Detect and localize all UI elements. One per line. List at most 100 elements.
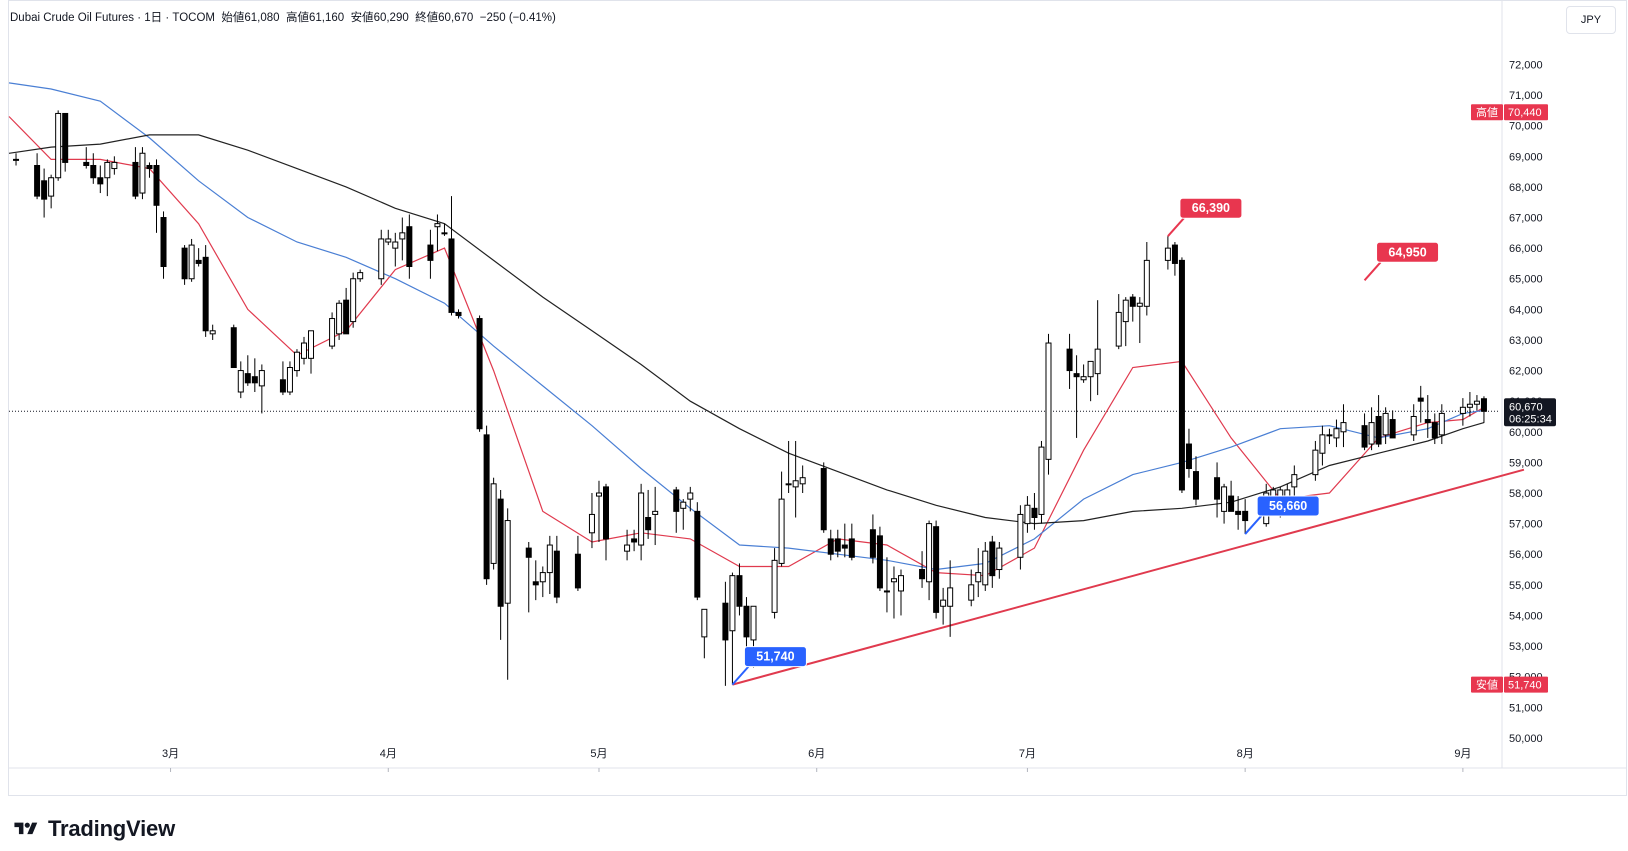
- candle-down[interactable]: [1129, 296, 1136, 307]
- candle-up[interactable]: [947, 587, 954, 607]
- candle-down[interactable]: [202, 256, 209, 332]
- candle-up[interactable]: [996, 547, 1003, 571]
- candle-up[interactable]: [111, 161, 118, 170]
- candle-up[interactable]: [48, 177, 55, 197]
- candle-up[interactable]: [652, 510, 659, 515]
- interval[interactable]: 1日: [144, 12, 163, 24]
- candle-down[interactable]: [497, 498, 504, 607]
- candle-down[interactable]: [631, 538, 638, 543]
- candle-down[interactable]: [1417, 397, 1424, 402]
- candle-up[interactable]: [539, 572, 546, 583]
- candle-down[interactable]: [1375, 415, 1382, 445]
- candle-up[interactable]: [1038, 446, 1045, 515]
- candle-up[interactable]: [687, 492, 694, 500]
- candle-up[interactable]: [897, 575, 904, 592]
- candle-up[interactable]: [1326, 434, 1333, 437]
- candle-up[interactable]: [139, 152, 146, 194]
- candle-down[interactable]: [279, 379, 286, 393]
- candle-down[interactable]: [483, 434, 490, 580]
- candle-down[interactable]: [820, 468, 827, 531]
- candle-up[interactable]: [771, 559, 778, 613]
- ma-long-line[interactable]: [8, 134, 1485, 525]
- candle-down[interactable]: [919, 569, 926, 580]
- candle-down[interactable]: [90, 164, 97, 179]
- candle-down[interactable]: [132, 161, 139, 197]
- candle-down[interactable]: [869, 529, 876, 558]
- candle-down[interactable]: [722, 602, 729, 641]
- candle-up[interactable]: [982, 550, 989, 586]
- candle-down[interactable]: [41, 180, 48, 200]
- candle-down[interactable]: [848, 538, 855, 558]
- candle-up[interactable]: [701, 608, 708, 638]
- candle-up[interactable]: [1115, 311, 1122, 347]
- candle-up[interactable]: [441, 232, 448, 235]
- candle-down[interactable]: [146, 164, 153, 170]
- candle-down[interactable]: [1171, 244, 1178, 264]
- candle-up[interactable]: [258, 370, 265, 387]
- candle-up[interactable]: [624, 544, 631, 552]
- currency-button[interactable]: JPY: [1566, 6, 1616, 34]
- support-trendline[interactable]: [732, 468, 1525, 686]
- candle-down[interactable]: [181, 247, 188, 280]
- candle-up[interactable]: [293, 351, 300, 372]
- candle-up[interactable]: [546, 544, 553, 574]
- candle-up[interactable]: [504, 520, 511, 604]
- candle-up[interactable]: [1319, 434, 1326, 454]
- callout-box[interactable]: [1179, 197, 1243, 219]
- candle-down[interactable]: [827, 538, 834, 555]
- candle-up[interactable]: [1221, 486, 1228, 512]
- callout-box[interactable]: [1376, 241, 1440, 263]
- candle-up[interactable]: [1045, 342, 1052, 460]
- candle-up[interactable]: [308, 330, 315, 359]
- candle-up[interactable]: [357, 272, 364, 280]
- candle-up[interactable]: [1368, 422, 1375, 445]
- candle-up[interactable]: [680, 501, 687, 509]
- candle-down[interactable]: [1031, 507, 1038, 518]
- symbol-name[interactable]: Dubai Crude Oil Futures: [10, 12, 134, 24]
- candle-up[interactable]: [1024, 504, 1031, 525]
- price-chart[interactable]: 50,00051,00052,00053,00054,00055,00056,0…: [0, 0, 1628, 800]
- callout-box[interactable]: [1256, 495, 1320, 517]
- candle-up[interactable]: [750, 605, 757, 641]
- candle-down[interactable]: [153, 164, 160, 206]
- candle-up[interactable]: [799, 477, 806, 485]
- candle-down[interactable]: [834, 538, 841, 552]
- candle-up[interactable]: [300, 342, 307, 359]
- candle-down[interactable]: [736, 575, 743, 607]
- candle-down[interactable]: [455, 311, 462, 316]
- candle-up[interactable]: [336, 302, 343, 335]
- candle-up[interactable]: [104, 161, 111, 179]
- candle-up[interactable]: [209, 330, 216, 335]
- candle-down[interactable]: [62, 112, 69, 163]
- candle-up[interactable]: [968, 584, 975, 601]
- candle-up[interactable]: [1459, 406, 1466, 414]
- candle-down[interactable]: [1424, 419, 1431, 424]
- candle-down[interactable]: [427, 244, 434, 261]
- candle-up[interactable]: [329, 318, 336, 347]
- candle-up[interactable]: [1312, 449, 1319, 476]
- candle-down[interactable]: [1431, 422, 1438, 439]
- candle-up[interactable]: [778, 498, 785, 564]
- candle-up[interactable]: [1136, 302, 1143, 307]
- candle-up[interactable]: [1333, 428, 1340, 439]
- candle-up[interactable]: [385, 238, 392, 243]
- candle-down[interactable]: [876, 535, 883, 589]
- candle-up[interactable]: [1143, 259, 1150, 307]
- candle-up[interactable]: [1291, 474, 1298, 488]
- candle-up[interactable]: [1087, 360, 1094, 378]
- candle-down[interactable]: [841, 544, 848, 549]
- candle-down[interactable]: [694, 510, 701, 598]
- candle-down[interactable]: [603, 486, 610, 540]
- candle-up[interactable]: [286, 367, 293, 393]
- candle-up[interactable]: [1094, 348, 1101, 375]
- candle-down[interactable]: [244, 373, 251, 384]
- candle-down[interactable]: [574, 553, 581, 589]
- candle-down[interactable]: [1235, 510, 1242, 515]
- candle-down[interactable]: [1242, 510, 1249, 522]
- candle-up[interactable]: [237, 370, 244, 393]
- candle-down[interactable]: [83, 161, 90, 166]
- candle-down[interactable]: [553, 550, 560, 598]
- candle-up[interactable]: [890, 578, 897, 583]
- ma-mid-line[interactable]: [8, 82, 1485, 571]
- callout-box[interactable]: [743, 646, 807, 668]
